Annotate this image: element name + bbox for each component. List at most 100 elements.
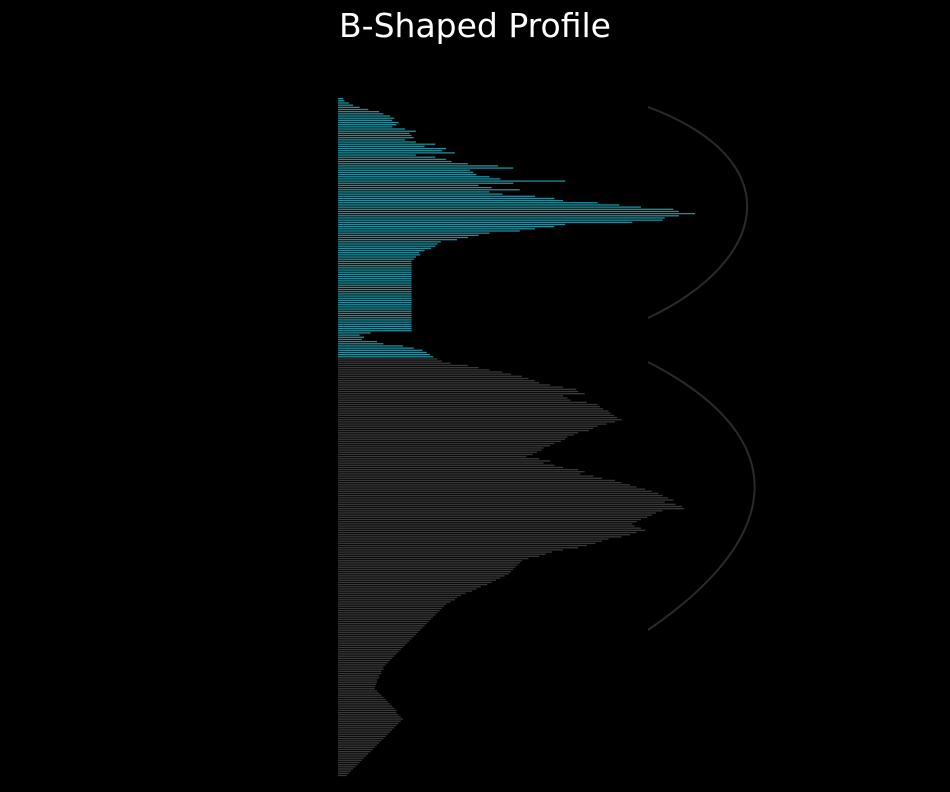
profile-bar bbox=[338, 603, 447, 605]
profile-bar bbox=[338, 412, 611, 414]
profile-bar bbox=[338, 286, 412, 289]
profile-bars bbox=[338, 98, 695, 777]
profile-bar bbox=[338, 707, 395, 709]
profile-bar bbox=[338, 588, 477, 590]
profile-bar bbox=[338, 596, 457, 599]
profile-bar bbox=[338, 505, 683, 508]
profile-bar bbox=[338, 301, 412, 304]
profile-bar bbox=[338, 531, 637, 534]
profile-bar bbox=[338, 360, 442, 362]
profile-bar bbox=[338, 98, 344, 100]
profile-bar bbox=[338, 633, 416, 636]
profile-bar bbox=[338, 230, 520, 232]
profile-bar bbox=[338, 458, 540, 460]
profile-bar bbox=[338, 221, 633, 223]
profile-bar bbox=[338, 540, 602, 542]
profile-bar bbox=[338, 173, 477, 176]
profile-bar bbox=[338, 176, 490, 178]
profile-bar bbox=[338, 206, 641, 208]
profile-bar bbox=[338, 553, 546, 555]
profile-bar bbox=[338, 362, 451, 364]
profile-bar bbox=[338, 249, 425, 252]
profile-bar bbox=[338, 479, 615, 482]
profile-bar bbox=[338, 701, 388, 703]
profile-bar bbox=[338, 740, 382, 742]
profile-bar bbox=[338, 629, 421, 631]
profile-bar bbox=[338, 247, 432, 249]
profile-bar bbox=[338, 228, 535, 230]
profile-bar bbox=[338, 139, 406, 141]
profile-bar bbox=[338, 186, 492, 189]
profile-bar bbox=[338, 254, 421, 256]
profile-bar bbox=[338, 720, 401, 722]
profile-bar bbox=[338, 466, 564, 469]
profile-bar bbox=[338, 423, 607, 425]
profile-bar bbox=[338, 100, 345, 102]
profile-bar bbox=[338, 501, 665, 503]
profile-bar bbox=[338, 724, 397, 727]
profile-bar bbox=[338, 169, 470, 171]
profile-bar bbox=[338, 733, 388, 735]
profile-bar bbox=[338, 453, 533, 456]
profile-bar bbox=[338, 568, 514, 571]
profile-bar bbox=[338, 655, 395, 657]
profile-bar bbox=[338, 212, 695, 215]
profile-bar bbox=[338, 549, 564, 551]
profile-bar bbox=[338, 763, 358, 766]
profile-bar bbox=[338, 202, 598, 204]
profile-bar bbox=[338, 523, 633, 525]
profile-bar bbox=[338, 622, 427, 625]
profile-bar bbox=[338, 416, 618, 419]
profile-bar bbox=[338, 321, 412, 323]
profile-bar bbox=[338, 386, 564, 388]
profile-bar bbox=[338, 575, 505, 577]
profile-bar bbox=[338, 544, 587, 547]
profile-bar bbox=[338, 217, 665, 219]
profile-bar bbox=[338, 664, 386, 666]
profile-bar bbox=[338, 705, 393, 707]
profile-bar bbox=[338, 675, 380, 677]
profile-bar bbox=[338, 403, 598, 406]
profile-bar bbox=[338, 447, 544, 449]
profile-bar bbox=[338, 557, 529, 560]
profile-bar bbox=[338, 499, 674, 501]
profile-bar bbox=[338, 156, 436, 158]
profile-bar bbox=[338, 382, 540, 384]
profile-bar bbox=[338, 638, 412, 640]
profile-bar bbox=[338, 690, 377, 692]
profile-bar bbox=[338, 278, 412, 280]
profile-bar bbox=[338, 481, 622, 484]
profile-bar bbox=[338, 143, 436, 145]
profile-bar bbox=[338, 182, 514, 184]
profile-bar bbox=[338, 679, 377, 681]
profile-bar bbox=[338, 685, 375, 688]
profile-bar bbox=[338, 147, 447, 150]
profile-bar bbox=[338, 573, 509, 575]
profile-bar bbox=[338, 581, 492, 584]
profile-bar bbox=[338, 306, 412, 308]
profile-bar bbox=[338, 269, 412, 271]
profile-bar bbox=[338, 178, 501, 180]
profile-bar bbox=[338, 592, 466, 594]
profile-bar bbox=[338, 210, 679, 213]
profile-bar bbox=[338, 657, 393, 659]
profile-bar bbox=[338, 455, 527, 458]
profile-bar bbox=[338, 529, 646, 531]
profile-bar bbox=[338, 343, 384, 345]
profile-bar bbox=[338, 555, 540, 558]
profile-bar bbox=[338, 180, 566, 182]
profile-bar bbox=[338, 475, 594, 477]
profile-bar bbox=[338, 280, 412, 282]
profile-bar bbox=[338, 427, 594, 430]
profile-bar bbox=[338, 601, 451, 603]
profile-bar bbox=[338, 681, 377, 683]
profile-bar bbox=[338, 560, 522, 562]
profile-bar bbox=[338, 232, 490, 234]
profile-bar bbox=[338, 527, 641, 529]
profile-bar bbox=[338, 716, 401, 718]
profile-bar bbox=[338, 666, 384, 668]
profile-bar bbox=[338, 395, 564, 397]
profile-bar bbox=[338, 304, 412, 306]
profile-bar bbox=[338, 334, 360, 336]
profile-bar bbox=[338, 746, 375, 748]
